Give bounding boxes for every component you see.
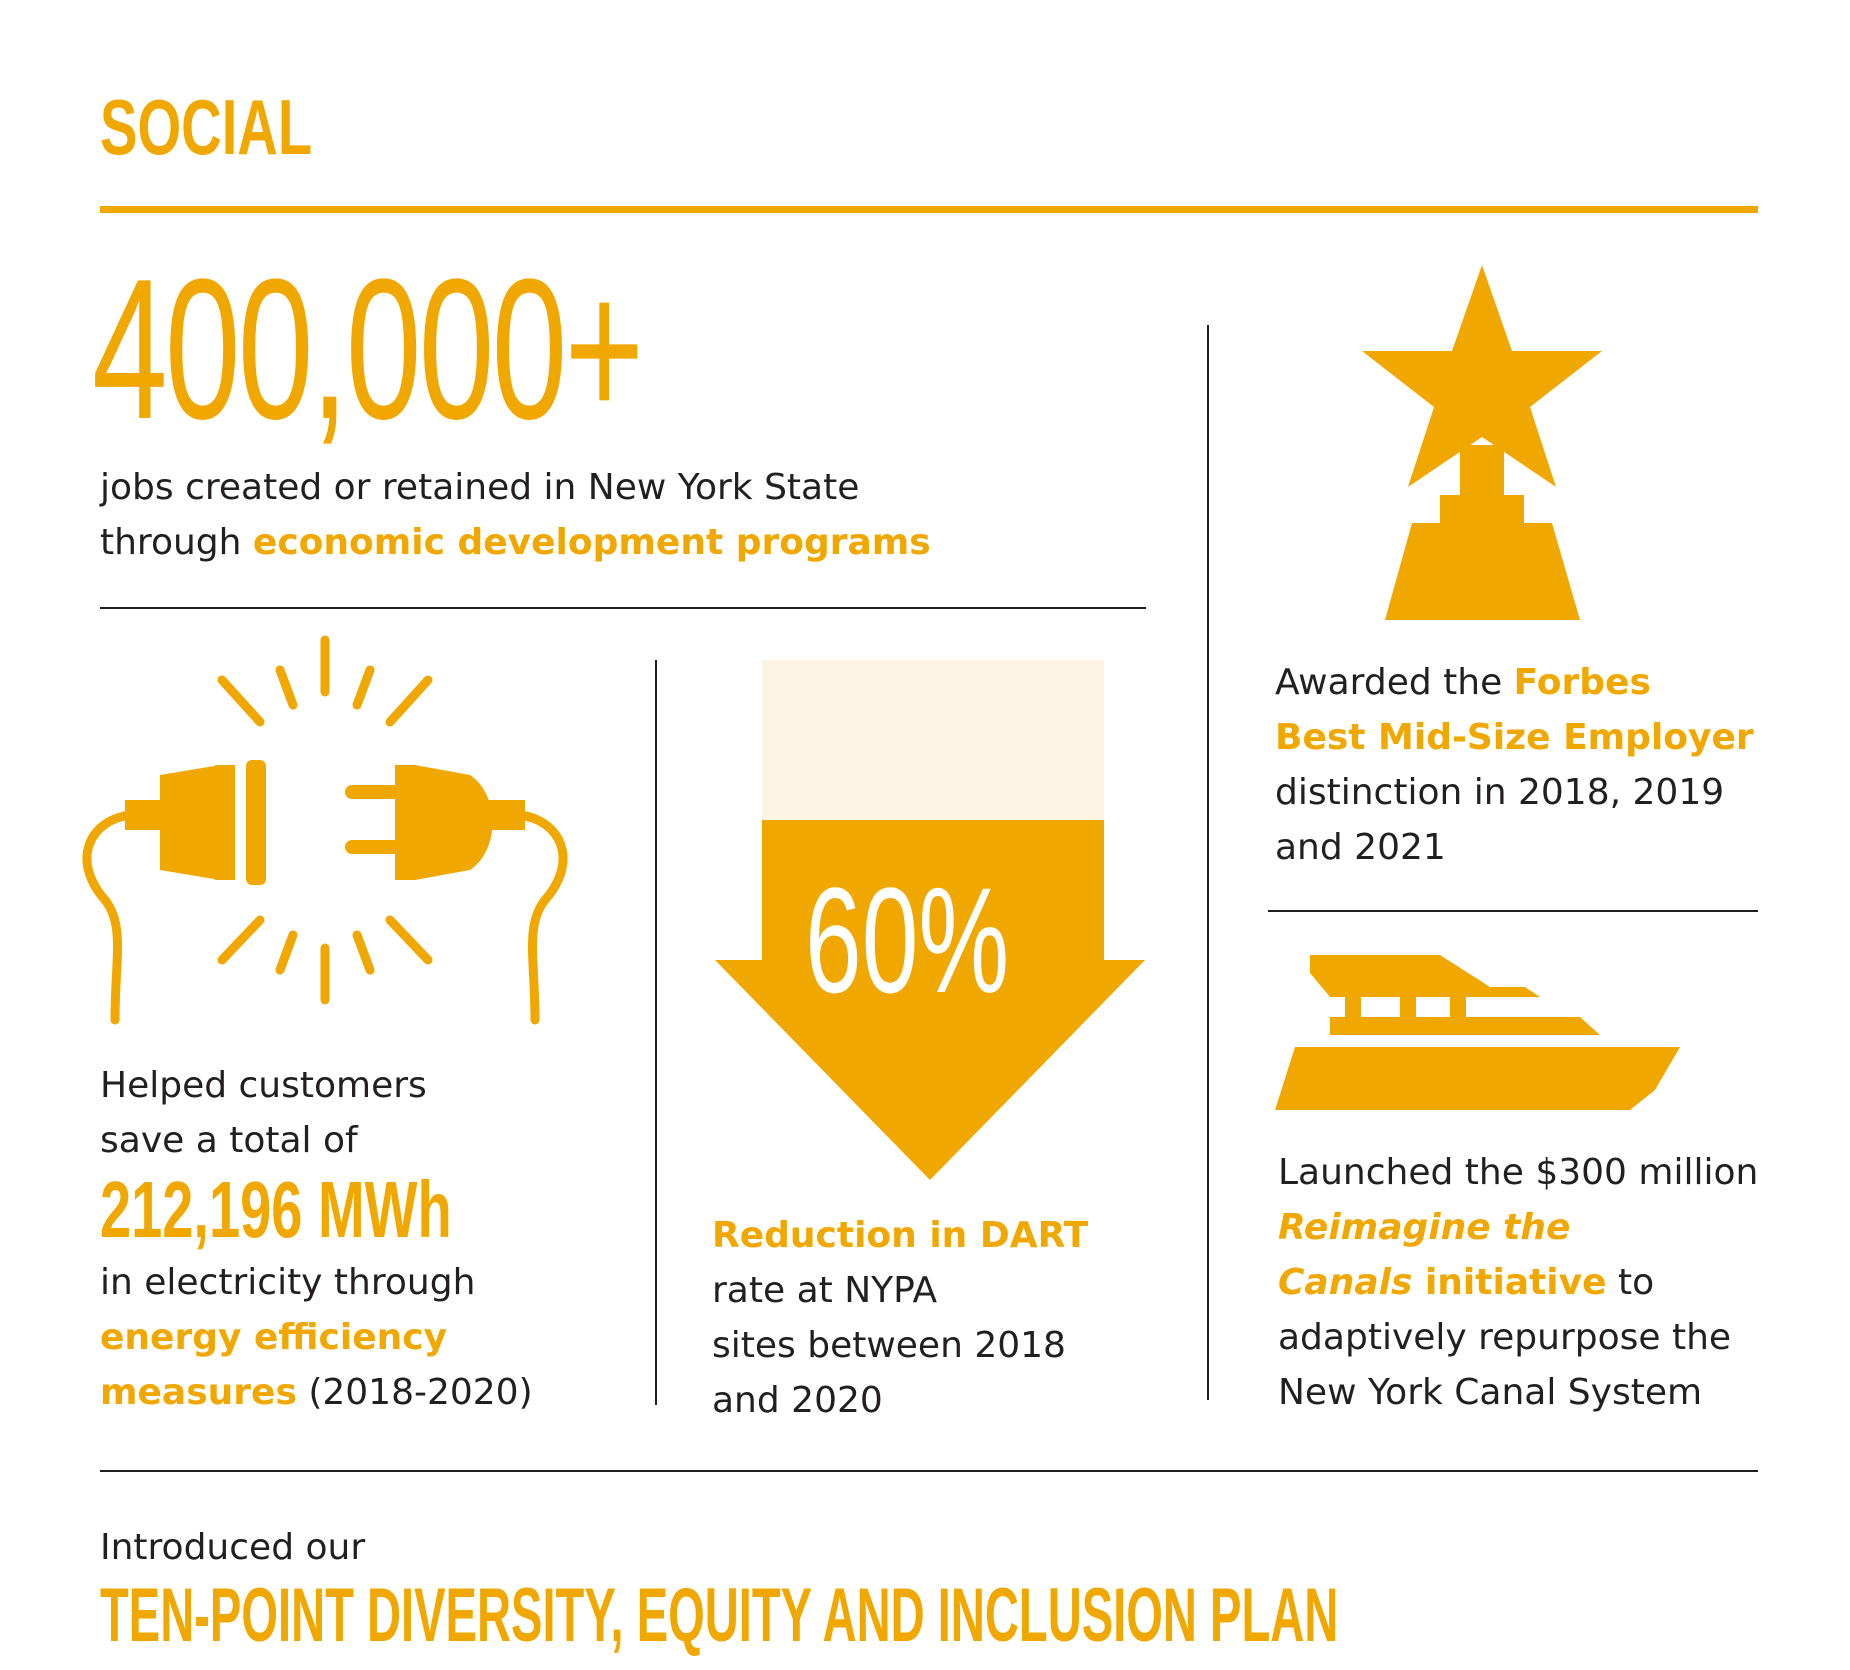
energy-line-1: Helped customers <box>100 1065 427 1106</box>
forbes-line-1: Awarded the Forbes <box>1275 662 1651 703</box>
title-underline <box>100 206 1758 213</box>
yacht-icon <box>1275 955 1680 1110</box>
forbes-highlight-2: Best Mid-Size Employer <box>1275 717 1754 758</box>
section-title: SOCIAL <box>100 83 313 171</box>
canals-line-4: adaptively repurpose the <box>1278 1317 1732 1358</box>
dart-line-2: sites between 2018 <box>712 1325 1066 1366</box>
energy-line-3: in electricity through <box>100 1262 476 1303</box>
down-arrow-icon <box>715 660 1145 1180</box>
divider-jobs <box>100 607 1146 609</box>
jobs-line-2: through economic development programs <box>100 522 931 563</box>
dart-percent: 60% <box>805 856 1010 1024</box>
canals-line-3: Canals initiative to <box>1278 1262 1655 1303</box>
divider-vertical-right <box>1207 325 1209 1400</box>
canals-highlight: initiative <box>1412 1262 1607 1303</box>
energy-highlight-2: measures <box>100 1372 297 1413</box>
canals-line-5: New York Canal System <box>1278 1372 1703 1413</box>
jobs-highlight: economic development programs <box>252 522 931 563</box>
forbes-line-4: and 2021 <box>1275 827 1446 868</box>
energy-highlight-1: energy efficiency <box>100 1317 448 1358</box>
forbes-highlight-1: Forbes <box>1513 662 1651 703</box>
dart-heading: Reduction in DART <box>712 1215 1089 1256</box>
canals-description: Launched the $300 million Reimagine the … <box>1278 1145 1758 1420</box>
divider-vertical-left <box>655 660 657 1405</box>
dart-line-1: rate at NYPA <box>712 1270 938 1311</box>
divider-bottom <box>100 1470 1758 1472</box>
jobs-line-1: jobs created or retained in New York Sta… <box>100 467 860 508</box>
forbes-description: Awarded the Forbes Best Mid-Size Employe… <box>1275 655 1754 875</box>
energy-line-2: save a total of <box>100 1120 358 1161</box>
canals-italic-2: Canals <box>1278 1262 1413 1303</box>
divider-forbes <box>1268 910 1758 912</box>
jobs-description: jobs created or retained in New York Sta… <box>100 460 931 570</box>
energy-value: 212,196 MWh <box>100 1165 452 1254</box>
energy-line-5: measures (2018-2020) <box>100 1372 533 1413</box>
canals-italic-1: Reimagine the <box>1278 1207 1571 1248</box>
trophy-star-icon <box>1362 265 1602 620</box>
jobs-number: 400,000+ <box>92 238 644 461</box>
dei-intro: Introduced our <box>100 1527 366 1568</box>
forbes-line-3: distinction in 2018, 2019 <box>1275 772 1725 813</box>
energy-description: Helped customers save a total of <box>100 1058 427 1168</box>
dart-line-3: and 2020 <box>712 1380 883 1421</box>
dart-description: Reduction in DART rate at NYPA sites bet… <box>712 1208 1088 1428</box>
energy-description-2: in electricity through energy efficiency… <box>100 1255 533 1420</box>
unplugged-plug-icon <box>82 635 568 1025</box>
canals-line-1: Launched the $300 million <box>1278 1152 1759 1193</box>
dei-title: TEN-POINT DIVERSITY, EQUITY AND INCLUSIO… <box>100 1573 1339 1658</box>
